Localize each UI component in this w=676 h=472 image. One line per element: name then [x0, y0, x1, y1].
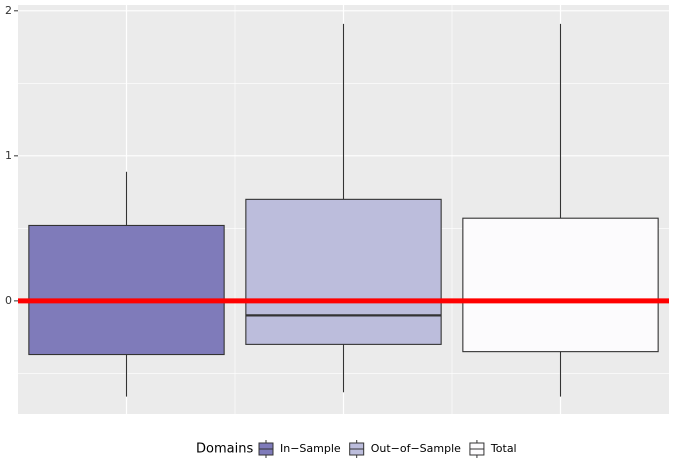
legend-title: Domains: [196, 442, 253, 457]
box: [28, 224, 225, 356]
legend-label: Total: [490, 442, 517, 455]
box: [245, 198, 442, 345]
legend: Domains In−Sample Out−of−Sample Total: [196, 440, 517, 458]
marks: [18, 23, 669, 397]
y-tick-label: 0: [5, 294, 12, 307]
box: [462, 217, 659, 353]
y-tick-label: 1: [5, 149, 12, 162]
y-tick-label: 2: [5, 4, 12, 17]
legend-label: Out−of−Sample: [371, 442, 461, 455]
legend-label: In−Sample: [280, 442, 341, 455]
